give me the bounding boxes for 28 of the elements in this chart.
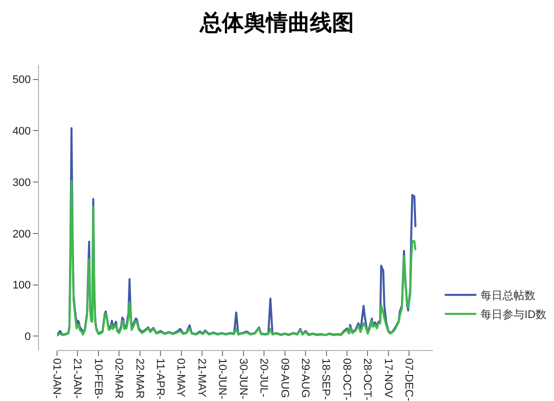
chart-title: 总体舆情曲线图: [199, 10, 354, 36]
x-tick-label: 21-JAN-: [71, 358, 84, 399]
x-tick-label: 18-SEP-: [320, 358, 332, 400]
x-tick-label: 08-OCT-: [340, 358, 352, 401]
x-tick-label: 28-OCT-: [361, 358, 374, 401]
x-tick-label: 20-JUL-: [258, 358, 270, 398]
y-tick-label: 200: [12, 228, 31, 240]
legend-label: 每日参与ID数: [480, 308, 547, 322]
x-tick-label: 01-MAY: [174, 358, 187, 398]
y-tick-label: 300: [12, 176, 31, 189]
x-tick-label: 10-FEB-: [92, 358, 104, 400]
x-tick-label: 01-JAN-: [50, 358, 62, 399]
x-tick-label: 30-JUN-: [236, 358, 249, 400]
y-tick-label: 100: [12, 280, 31, 292]
x-tick-label: 21-MAY: [195, 358, 208, 398]
x-tick-label: 07-DEC-: [402, 358, 415, 401]
x-tick-label: 02-MAR: [112, 358, 125, 399]
y-tick-label: 0: [24, 330, 31, 343]
y-tick-label: 500: [12, 74, 31, 86]
x-tick-label: 17-NOV: [382, 358, 394, 399]
y-tick-label: 400: [12, 126, 31, 138]
x-tick-label: 22-MAR: [133, 358, 146, 399]
legend-label: 每日总帖数: [480, 289, 536, 302]
x-tick-label: 10-JUN-: [216, 358, 228, 400]
x-tick-label: 11-APR-: [154, 358, 166, 400]
x-tick-label: 29-AUG: [299, 358, 312, 398]
line-series: [57, 180, 416, 337]
x-tick-label: 09-AUG: [278, 358, 290, 398]
